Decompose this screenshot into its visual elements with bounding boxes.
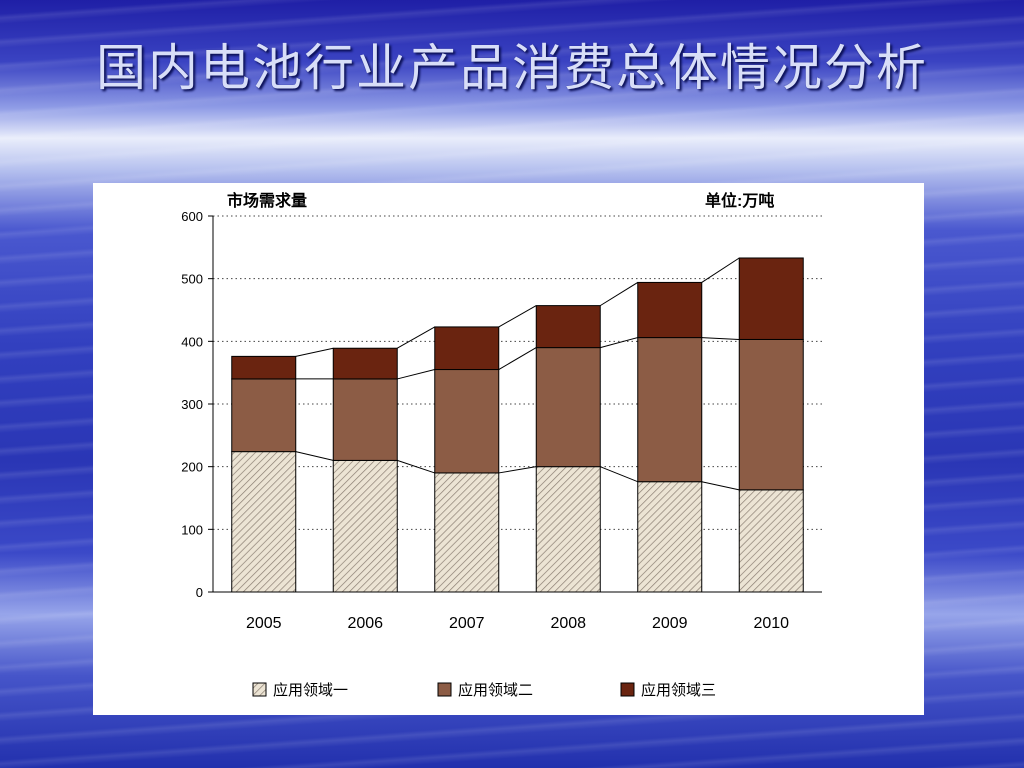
chart-title: 市场需求量 — [227, 191, 307, 210]
bar-segment-1 — [637, 481, 703, 593]
bar-segment-3 — [434, 326, 500, 371]
x-tick-label: 2010 — [753, 615, 789, 632]
series-line-3 — [701, 257, 740, 283]
y-tick-label: 0 — [196, 585, 203, 600]
bar-segment-3 — [332, 347, 398, 380]
bar-segment-2 — [231, 378, 297, 453]
bar-segment-1 — [535, 466, 601, 593]
unit-label: 单位:万吨 — [705, 191, 774, 210]
series-line-3 — [599, 282, 639, 307]
slide-title: 国内电池行业产品消费总体情况分析 — [96, 39, 928, 97]
bar-segment-2 — [535, 347, 601, 468]
series-line-1 — [600, 466, 638, 483]
legend-swatch-3 — [620, 682, 635, 697]
chart-panel: 市场需求量 单位:万吨 0 100 200 300 400 500 600 2005 2006 2… — [93, 183, 924, 715]
x-tick-label: 2008 — [550, 615, 586, 632]
series-line-2 — [498, 347, 537, 370]
legend-label-3: 应用领域三 — [641, 681, 716, 699]
series-line-1 — [701, 481, 740, 491]
bar-segment-1 — [434, 472, 500, 593]
legend-label-2: 应用领域二 — [458, 681, 533, 699]
bar-segment-1 — [231, 451, 297, 593]
bar-segment-3 — [535, 305, 601, 349]
legend-swatch-1 — [252, 682, 267, 697]
series-line-1 — [397, 459, 435, 474]
bar-segment-1 — [332, 459, 398, 593]
bar-segment-2 — [637, 337, 703, 483]
x-tick-label: 2007 — [449, 615, 485, 632]
series-line-3 — [498, 305, 537, 328]
y-tick-label: 400 — [181, 334, 203, 349]
y-tick-label: 300 — [181, 397, 203, 412]
series-line-3 — [295, 347, 334, 357]
y-tick-label: 500 — [181, 272, 203, 287]
series-line-3 — [397, 326, 435, 349]
series-line-2 — [600, 337, 638, 349]
y-tick-label: 600 — [181, 209, 203, 224]
bar-segment-2 — [738, 338, 804, 491]
bar-segment-3 — [738, 257, 804, 340]
y-tick-label: 200 — [181, 460, 203, 475]
bar-segment-2 — [332, 378, 398, 461]
y-tick-label: 100 — [181, 522, 203, 537]
legend-swatch-2 — [437, 682, 452, 697]
series-line-2 — [701, 337, 740, 340]
bar-segment-1 — [738, 489, 804, 593]
series-line-2 — [397, 369, 435, 380]
x-tick-label: 2006 — [347, 615, 383, 632]
x-tick-label: 2005 — [246, 615, 282, 632]
bar-segment-3 — [231, 355, 297, 380]
series-line-1 — [295, 451, 334, 461]
series-line-1 — [498, 466, 537, 474]
bar-segment-3 — [637, 281, 703, 339]
x-tick-label: 2009 — [652, 615, 688, 632]
bar-segment-2 — [434, 369, 500, 474]
legend-label-1: 应用领域一 — [273, 681, 348, 699]
stacked-bar-chart: 市场需求量 单位:万吨 0 100 200 300 400 500 600 2005 2006 2… — [181, 191, 822, 699]
